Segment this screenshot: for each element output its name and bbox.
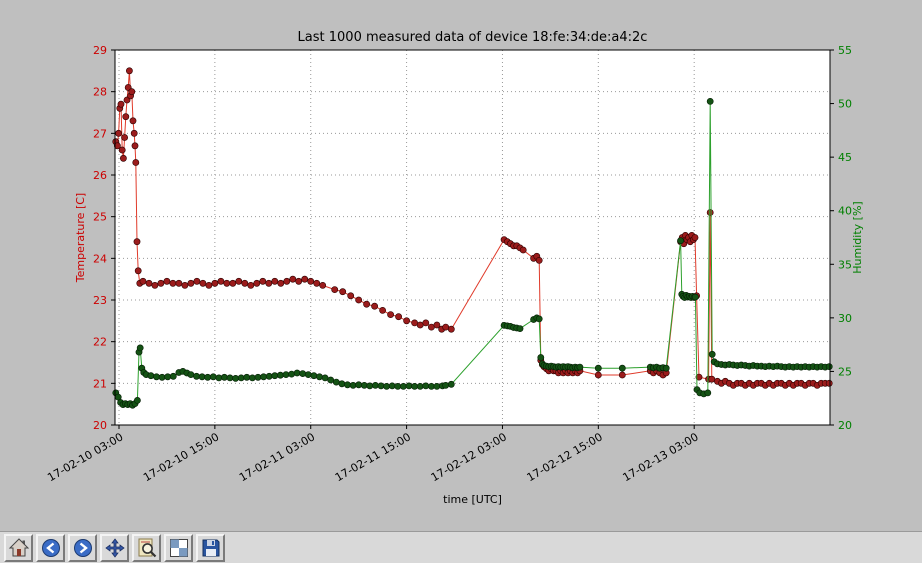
pan-button[interactable] <box>100 533 129 562</box>
zoom-button[interactable] <box>132 533 161 562</box>
svg-text:24: 24 <box>93 252 107 265</box>
back-arrow-icon <box>40 537 62 559</box>
svg-text:26: 26 <box>93 169 107 182</box>
zoom-magnifier-icon <box>136 537 158 559</box>
pan-arrows-icon <box>104 537 126 559</box>
save-button[interactable] <box>196 533 225 562</box>
subplots-grid-icon <box>168 537 190 559</box>
forward-arrow-icon <box>72 537 94 559</box>
svg-text:23: 23 <box>93 294 107 307</box>
figure-canvas[interactable]: 20 21 22 23 24 25 26 27 28 29 20 25 30 35 40 45 50 55 17-0… <box>0 0 922 531</box>
forward-button[interactable] <box>68 533 97 562</box>
svg-text:40: 40 <box>838 205 852 218</box>
svg-text:45: 45 <box>838 151 852 164</box>
home-button[interactable] <box>4 533 33 562</box>
chart-svg: 20212223242526272829202530354045505517-0… <box>45 30 864 506</box>
svg-text:time [UTC]: time [UTC] <box>443 493 502 506</box>
svg-text:30: 30 <box>838 312 852 325</box>
svg-text:29: 29 <box>93 44 107 57</box>
save-floppy-icon <box>200 537 222 559</box>
svg-text:27: 27 <box>93 127 107 140</box>
svg-text:35: 35 <box>838 258 852 271</box>
svg-text:Humidity [%]: Humidity [%] <box>851 201 864 273</box>
svg-text:21: 21 <box>93 377 107 390</box>
configure-subplots-button[interactable] <box>164 533 193 562</box>
svg-text:20: 20 <box>93 419 107 432</box>
matplotlib-toolbar <box>0 531 922 563</box>
svg-text:22: 22 <box>93 336 107 349</box>
svg-text:55: 55 <box>838 44 852 57</box>
svg-text:Temperature [C]: Temperature [C] <box>74 193 87 283</box>
svg-text:50: 50 <box>838 98 852 111</box>
svg-text:25: 25 <box>93 211 107 224</box>
back-button[interactable] <box>36 533 65 562</box>
svg-text:20: 20 <box>838 419 852 432</box>
svg-text:25: 25 <box>838 365 852 378</box>
svg-text:28: 28 <box>93 86 107 99</box>
home-icon <box>8 537 30 559</box>
svg-text:Last 1000 measured data of dev: Last 1000 measured data of device 18:fe:… <box>298 30 648 45</box>
